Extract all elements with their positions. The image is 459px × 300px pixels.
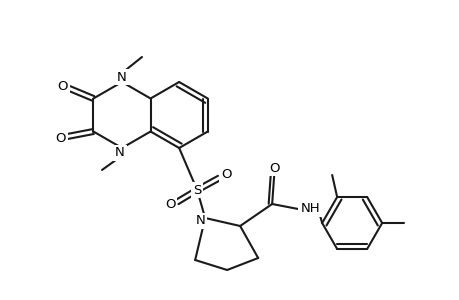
Text: S: S bbox=[193, 184, 201, 196]
Text: NH: NH bbox=[300, 202, 319, 215]
Text: O: O bbox=[269, 161, 279, 175]
Text: O: O bbox=[57, 80, 67, 93]
Text: N: N bbox=[195, 214, 205, 227]
Text: N: N bbox=[115, 146, 124, 160]
Text: O: O bbox=[220, 169, 231, 182]
Text: O: O bbox=[55, 132, 66, 145]
Text: N: N bbox=[117, 70, 127, 83]
Text: O: O bbox=[164, 199, 175, 212]
